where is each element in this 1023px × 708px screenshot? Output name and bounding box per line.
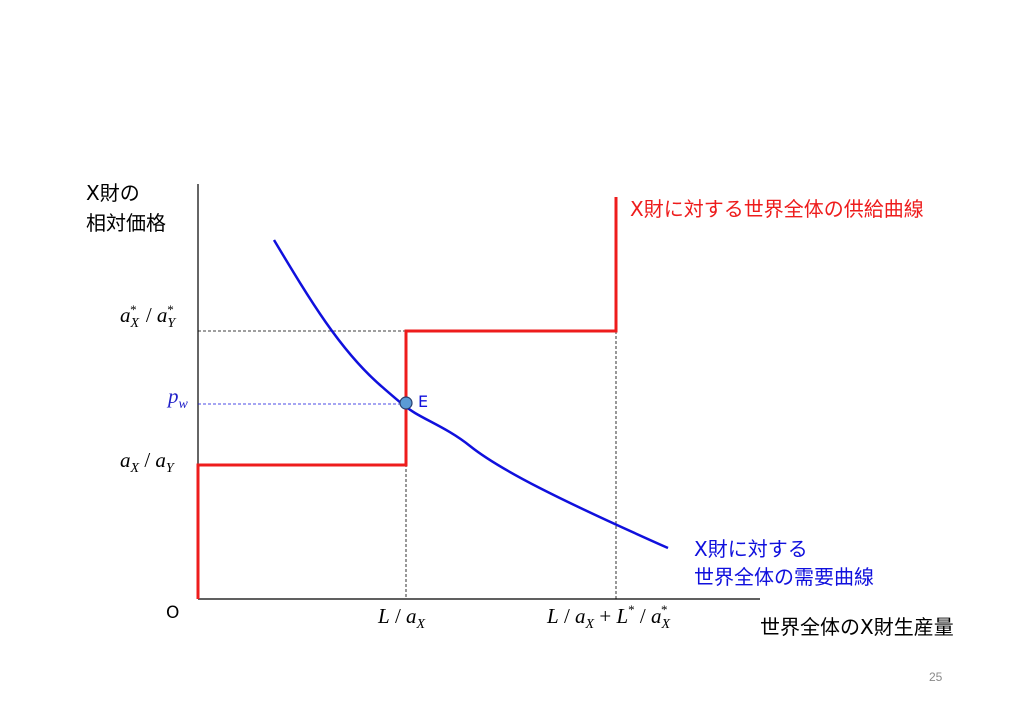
y-tick-upper-price: aX* / aY*: [120, 302, 177, 331]
y-tick-lower-price: aX / aY: [120, 448, 176, 476]
page-number: 25: [929, 670, 943, 684]
x-tick-second: L / aX + L* / aX*: [546, 602, 670, 632]
x-tick-first: L / aX: [377, 604, 426, 632]
demand-curve: [272, 239, 669, 550]
y-axis-title-line2: 相対価格: [86, 211, 166, 235]
origin-label: O: [166, 603, 179, 623]
equilibrium-point: [399, 396, 413, 410]
equilibrium-label: E: [418, 392, 428, 411]
demand-curve-label-line1: X財に対する: [694, 537, 808, 561]
supply-curve-label: X財に対する世界全体の供給曲線: [630, 197, 924, 221]
y-tick-world-price: pw: [166, 384, 189, 412]
x-axis-title: 世界全体のX財生産量: [760, 615, 954, 639]
y-axis-title-line1: X財の: [86, 181, 140, 205]
demand-curve-label-line2: 世界全体の需要曲線: [694, 565, 874, 589]
